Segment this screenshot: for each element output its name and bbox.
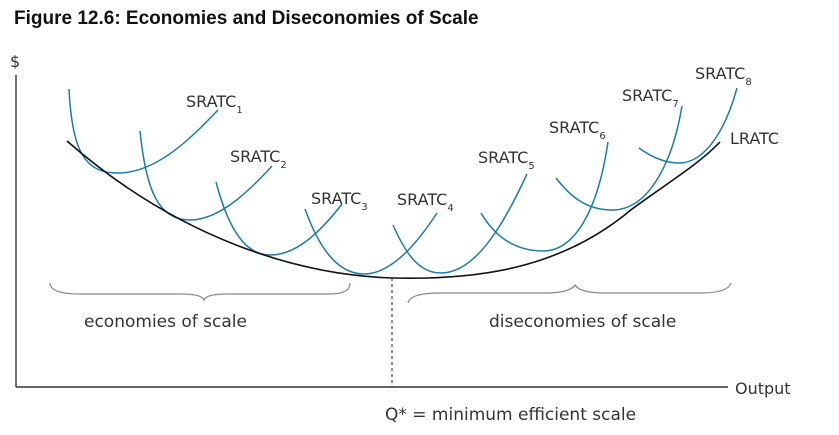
- sratc-3-label: SRATC3: [311, 189, 368, 213]
- diseconomies-brace: [408, 283, 731, 303]
- sratc-2-label: SRATC2: [230, 147, 287, 171]
- sratc-8-label: SRATC8: [695, 64, 752, 88]
- scale-diagram: $ Output SRATC1 SRATC2 SRATC3 SRATC4 SRA…: [0, 0, 839, 435]
- lratc-curve: [67, 141, 720, 278]
- diseconomies-of-scale-label: diseconomies of scale: [489, 312, 676, 332]
- sratc-5-curve: [393, 174, 527, 273]
- lratc-label: LRATC: [730, 129, 779, 148]
- sratc-2-curve: [140, 131, 272, 220]
- sratc-6-label: SRATC6: [549, 118, 606, 142]
- sratc-curves: [69, 88, 737, 274]
- x-axis-label: Output: [735, 379, 791, 398]
- sratc-7-label: SRATC7: [622, 86, 679, 110]
- sratc-1-label: SRATC1: [186, 92, 243, 116]
- min-efficient-scale-label: Q* = minimum efficient scale: [385, 405, 636, 425]
- sratc-5-label: SRATC5: [478, 148, 535, 172]
- y-axis-label: $: [10, 52, 20, 71]
- economies-brace: [50, 283, 350, 300]
- economies-of-scale-label: economies of scale: [84, 312, 247, 332]
- sratc-4-label: SRATC4: [397, 190, 454, 214]
